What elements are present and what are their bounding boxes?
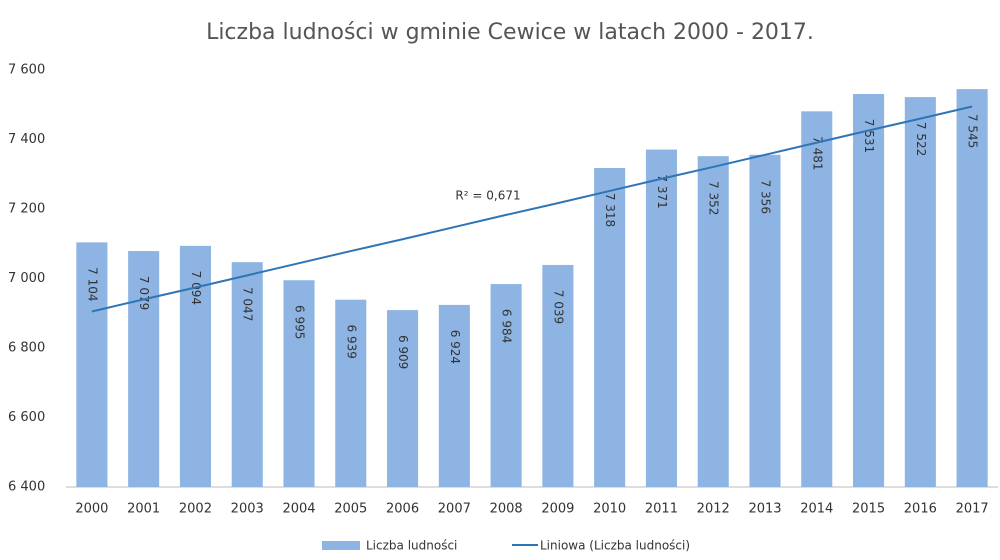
bar — [697, 156, 729, 487]
annotation: R² = 0,671 — [455, 189, 520, 203]
legend-swatch — [322, 541, 360, 550]
data-label: 7 047 — [241, 287, 255, 321]
data-label: 7 545 — [966, 114, 980, 148]
x-tick-label: 2015 — [852, 502, 885, 517]
legend-label: Liczba ludności — [366, 539, 457, 553]
x-tick-label: 2000 — [75, 502, 108, 517]
y-tick-label: 6 400 — [8, 480, 45, 495]
x-tick-label: 2016 — [904, 502, 937, 517]
bar — [128, 251, 160, 487]
x-tick-label: 2009 — [541, 502, 574, 517]
x-tick-label: 2012 — [697, 502, 730, 517]
chart-title: Liczba ludności w gminie Cewice w latach… — [206, 20, 814, 45]
x-tick-label: 2005 — [334, 502, 367, 517]
x-tick-label: 2017 — [956, 502, 989, 517]
x-tick-label: 2006 — [386, 502, 419, 517]
x-tick-label: 2008 — [490, 502, 523, 517]
data-label: 6 924 — [448, 330, 462, 364]
y-tick-label: 7 600 — [8, 63, 45, 78]
bar — [904, 97, 936, 487]
y-tick-label: 6 600 — [8, 410, 45, 425]
bar — [956, 89, 988, 488]
x-tick-label: 2002 — [179, 502, 212, 517]
bar — [438, 304, 470, 487]
x-tick-label: 2010 — [593, 502, 626, 517]
bar — [749, 154, 781, 488]
data-label: 7 356 — [759, 180, 773, 214]
y-tick-label: 7 200 — [8, 202, 45, 217]
x-tick-label: 2003 — [231, 502, 264, 517]
bar — [387, 310, 419, 487]
x-tick-label: 2007 — [438, 502, 471, 517]
legend-label: Liniowa (Liczba ludności) — [540, 539, 690, 553]
data-label: 7 522 — [914, 122, 928, 156]
data-label: 6 939 — [344, 325, 358, 359]
bar — [594, 167, 626, 487]
bar — [490, 284, 522, 487]
bar — [853, 93, 885, 487]
data-label: 6 995 — [293, 305, 307, 339]
bar — [283, 280, 315, 487]
data-label: 7 481 — [810, 136, 824, 170]
y-tick-label: 7 000 — [8, 271, 45, 286]
data-label: 7 104 — [85, 267, 99, 301]
data-label: 7 371 — [655, 174, 669, 208]
data-label: 6 909 — [396, 335, 410, 369]
y-tick-label: 6 800 — [8, 341, 45, 356]
data-label: 7 352 — [707, 181, 721, 215]
data-label: 6 984 — [500, 309, 514, 343]
bar — [542, 264, 574, 487]
bar — [76, 242, 108, 487]
x-tick-label: 2001 — [127, 502, 160, 517]
data-label: 7 039 — [551, 290, 565, 324]
x-tick-label: 2004 — [282, 502, 315, 517]
x-tick-label: 2013 — [748, 502, 781, 517]
data-label: 7 318 — [603, 193, 617, 227]
y-tick-label: 7 400 — [8, 132, 45, 147]
x-tick-label: 2014 — [800, 502, 833, 517]
data-label: 7 079 — [137, 276, 151, 310]
bar — [335, 299, 367, 487]
bar — [231, 262, 263, 487]
bar — [645, 149, 677, 487]
trend-line — [91, 105, 973, 313]
bar — [801, 111, 833, 487]
data-label: 7 531 — [862, 119, 876, 153]
x-tick-label: 2011 — [645, 502, 678, 517]
